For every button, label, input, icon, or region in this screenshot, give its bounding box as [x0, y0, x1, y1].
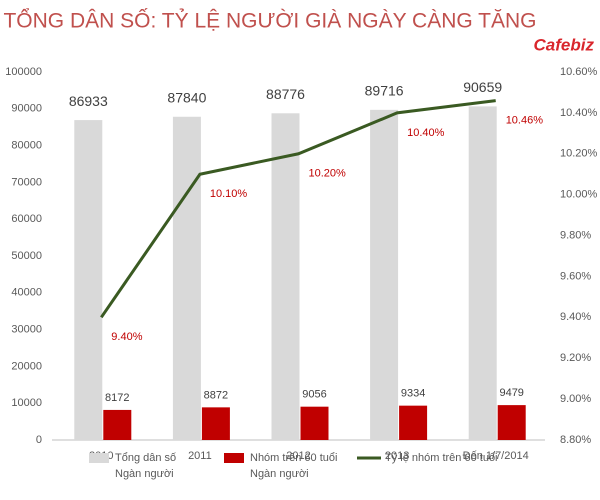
bar — [172, 116, 201, 440]
data-label: 90659 — [463, 79, 502, 95]
y2-tick-label: 9.80% — [560, 229, 591, 241]
bar — [497, 405, 526, 440]
line-label: 10.46% — [506, 115, 544, 127]
data-label: 89716 — [365, 83, 404, 99]
bar — [300, 406, 329, 440]
chart-title: TỔNG DÂN SỐ: TỶ LỆ NGƯỜI GIÀ NGÀY CÀNG T… — [3, 9, 536, 33]
line-label: 10.10% — [210, 188, 248, 200]
y2-tick-label: 9.40% — [560, 311, 591, 323]
y2-tick-label: 10.40% — [560, 107, 598, 119]
bar — [399, 405, 428, 440]
y2-tick-label: 9.00% — [560, 393, 591, 405]
bar — [201, 407, 230, 440]
x-tick-label: 2013 — [385, 450, 409, 462]
y-tick-label: 0 — [36, 434, 42, 446]
bar — [103, 409, 132, 440]
y2-tick-label: 9.20% — [560, 352, 591, 364]
bar — [370, 109, 399, 440]
line-label: 10.20% — [309, 168, 347, 180]
y-tick-label: 30000 — [11, 324, 42, 336]
data-label: 87840 — [167, 89, 206, 105]
logo: Cafebiz — [534, 35, 595, 54]
x-tick-label: 2012 — [286, 450, 310, 462]
data-label: 9479 — [499, 387, 523, 399]
y2-tick-label: 9.60% — [560, 270, 591, 282]
y2-tick-label: 10.20% — [560, 148, 598, 160]
bar — [74, 120, 103, 441]
y-tick-label: 70000 — [11, 176, 42, 188]
y-tick-label: 60000 — [11, 213, 42, 225]
y-tick-label: 10000 — [11, 397, 42, 409]
data-label: 9056 — [302, 389, 326, 401]
data-label: 8872 — [204, 389, 228, 401]
data-label: 88776 — [266, 86, 305, 102]
y-tick-label: 100000 — [5, 66, 42, 78]
line — [100, 99, 496, 319]
legend-unit: Ngàn người — [250, 468, 309, 480]
legend-swatch — [224, 453, 244, 463]
line-label: 9.40% — [111, 331, 142, 343]
y-tick-label: 40000 — [11, 287, 42, 299]
y2-tick-label: 10.00% — [560, 189, 598, 201]
y-tick-label: 80000 — [11, 140, 42, 152]
x-tick-label: Đến 1/7/2014 — [463, 450, 529, 462]
y-tick-label: 20000 — [11, 360, 42, 372]
data-label: 8172 — [105, 392, 129, 404]
legend-label: Nhóm trên 60 tuổi — [250, 452, 337, 464]
y2-tick-label: 8.80% — [560, 434, 591, 446]
y2-tick-label: 10.60% — [560, 66, 598, 78]
y-tick-label: 90000 — [11, 103, 42, 115]
x-tick-label: 2011 — [188, 450, 212, 462]
bar — [271, 113, 300, 440]
legend-label: Tổng dân số — [115, 452, 176, 464]
legend-label: Tỷ lệ nhóm trên 60 tuổi — [385, 452, 498, 464]
legend-swatch — [89, 453, 109, 463]
y-tick-label: 50000 — [11, 250, 42, 262]
bar — [468, 106, 497, 440]
legend-unit: Ngàn người — [115, 468, 174, 480]
data-label: 9334 — [401, 388, 425, 400]
line-label: 10.40% — [407, 127, 445, 139]
data-label: 86933 — [69, 93, 108, 109]
